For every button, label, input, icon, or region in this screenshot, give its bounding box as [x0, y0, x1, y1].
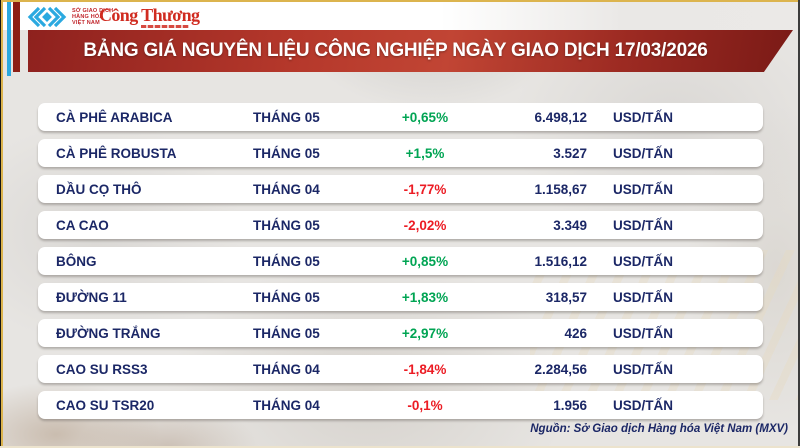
price-table: CÀ PHÊ ARABICA THÁNG 05 +0,65% 6.498,12 … — [38, 103, 763, 427]
commodity-name: CAO SU RSS3 — [56, 361, 148, 377]
table-row: CA CAO THÁNG 05 -2,02% 3.349 USD/TẤN — [38, 211, 763, 239]
price-unit: USD/TẤN — [613, 361, 673, 377]
percent-change: -1,84% — [403, 361, 447, 377]
mxv-org-name: SỞ GIAO DỊCH HÀNG HÓA VIỆT NAM — [72, 8, 113, 26]
price-unit: USD/TẤN — [613, 325, 673, 341]
price-unit: USD/TẤN — [613, 145, 673, 161]
congthuong-tagline-bar — [141, 25, 189, 28]
price-value: 1.516,12 — [534, 253, 587, 269]
price-unit: USD/TẤN — [613, 109, 673, 125]
ribbon-blue-stripe — [7, 2, 11, 76]
percent-change: +0,65% — [401, 109, 449, 125]
percent-change: +1,83% — [401, 289, 449, 305]
congthuong-logo: Công Thương — [99, 5, 200, 28]
price-value: 3.527 — [553, 145, 587, 161]
logo-band — [3, 2, 798, 30]
page-title: BẢNG GIÁ NGUYÊN LIỆU CÔNG NGHIỆP NGÀY GI… — [83, 40, 708, 61]
commodity-name: CA CAO — [56, 217, 109, 233]
contract-month: THÁNG 05 — [253, 145, 320, 161]
table-row: DẦU CỌ THÔ THÁNG 04 -1,77% 1.158,67 USD/… — [38, 175, 763, 203]
percent-change: -0,1% — [407, 397, 443, 413]
percent-change: -2,02% — [403, 217, 447, 233]
price-value: 426 — [564, 325, 587, 341]
frame-left-edge-inner — [1, 0, 3, 448]
contract-month: THÁNG 04 — [253, 397, 320, 413]
contract-month: THÁNG 04 — [253, 361, 320, 377]
title-banner: BẢNG GIÁ NGUYÊN LIỆU CÔNG NGHIỆP NGÀY GI… — [28, 30, 793, 72]
frame-right-edge — [798, 0, 800, 448]
mxv-chevron-diamond-icon — [27, 6, 67, 28]
source-credit: Nguồn: Sở Giao dịch Hàng hóa Việt Nam (M… — [530, 423, 788, 435]
price-value: 3.349 — [553, 217, 587, 233]
table-row: CAO SU TSR20 THÁNG 04 -0,1% 1.956 USD/TẤ… — [38, 391, 763, 419]
frame-top-edge — [0, 0, 800, 2]
commodity-name: CÀ PHÊ ARABICA — [56, 109, 173, 125]
price-value: 1.158,67 — [534, 181, 587, 197]
commodity-name: CÀ PHÊ ROBUSTA — [56, 145, 177, 161]
price-value: 6.498,12 — [534, 109, 587, 125]
percent-change: +1,5% — [405, 145, 445, 161]
percent-change: +2,97% — [401, 325, 449, 341]
table-row: CÀ PHÊ ARABICA THÁNG 05 +0,65% 6.498,12 … — [38, 103, 763, 131]
contract-month: THÁNG 05 — [253, 289, 320, 305]
price-unit: USD/TẤN — [613, 397, 673, 413]
ribbon-red-stripe — [13, 2, 20, 72]
frame-left-edge-outer — [0, 0, 1, 448]
contract-month: THÁNG 05 — [253, 253, 320, 269]
table-row: ĐƯỜNG TRẮNG THÁNG 05 +2,97% 426 USD/TẤN — [38, 319, 763, 347]
commodity-name: CAO SU TSR20 — [56, 397, 155, 413]
contract-month: THÁNG 05 — [253, 325, 320, 341]
price-value: 2.284,56 — [534, 361, 587, 377]
contract-month: THÁNG 05 — [253, 109, 320, 125]
commodity-name: DẦU CỌ THÔ — [56, 181, 142, 197]
percent-change: +0,85% — [401, 253, 449, 269]
price-unit: USD/TẤN — [613, 289, 673, 305]
price-unit: USD/TẤN — [613, 181, 673, 197]
contract-month: THÁNG 05 — [253, 217, 320, 233]
mxv-org-line: SỞ GIAO DỊCH — [72, 8, 114, 14]
frame-bottom-edge — [0, 446, 800, 448]
mxv-org-line: HÀNG HÓA — [72, 14, 104, 20]
contract-month: THÁNG 04 — [253, 181, 320, 197]
commodity-name: ĐƯỜNG 11 — [56, 289, 127, 305]
price-value: 1.956 — [553, 397, 587, 413]
table-row: ĐƯỜNG 11 THÁNG 05 +1,83% 318,57 USD/TẤN — [38, 283, 763, 311]
price-unit: USD/TẤN — [613, 253, 673, 269]
table-row: CAO SU RSS3 THÁNG 04 -1,84% 2.284,56 USD… — [38, 355, 763, 383]
congthuong-wordmark: Công Thương — [99, 5, 200, 25]
percent-change: -1,77% — [403, 181, 447, 197]
table-row: CÀ PHÊ ROBUSTA THÁNG 05 +1,5% 3.527 USD/… — [38, 139, 763, 167]
commodity-name: ĐƯỜNG TRẮNG — [56, 325, 161, 341]
mxv-logo: SỞ GIAO DỊCH HÀNG HÓA VIỆT NAM — [27, 5, 113, 29]
table-row: BÔNG THÁNG 05 +0,85% 1.516,12 USD/TẤN — [38, 247, 763, 275]
commodity-name: BÔNG — [56, 253, 97, 269]
mxv-org-line: VIỆT NAM — [72, 20, 100, 26]
price-unit: USD/TẤN — [613, 217, 673, 233]
price-value: 318,57 — [545, 289, 587, 305]
